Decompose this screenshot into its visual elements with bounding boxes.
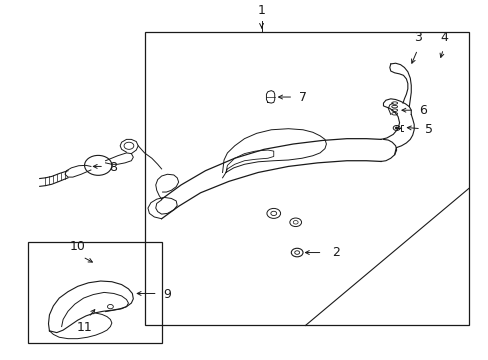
Text: 10: 10 <box>70 240 85 253</box>
Text: 8: 8 <box>109 161 117 174</box>
Text: 2: 2 <box>331 246 340 259</box>
Text: 9: 9 <box>163 288 171 301</box>
Circle shape <box>394 127 397 129</box>
Text: 5: 5 <box>424 123 432 136</box>
Text: 3: 3 <box>413 31 421 44</box>
Text: 11: 11 <box>77 321 92 334</box>
Bar <box>27 242 161 343</box>
Text: 1: 1 <box>257 4 265 17</box>
Text: 4: 4 <box>440 31 447 44</box>
Text: 6: 6 <box>418 104 426 117</box>
Text: 7: 7 <box>299 91 306 104</box>
Bar <box>144 32 468 325</box>
